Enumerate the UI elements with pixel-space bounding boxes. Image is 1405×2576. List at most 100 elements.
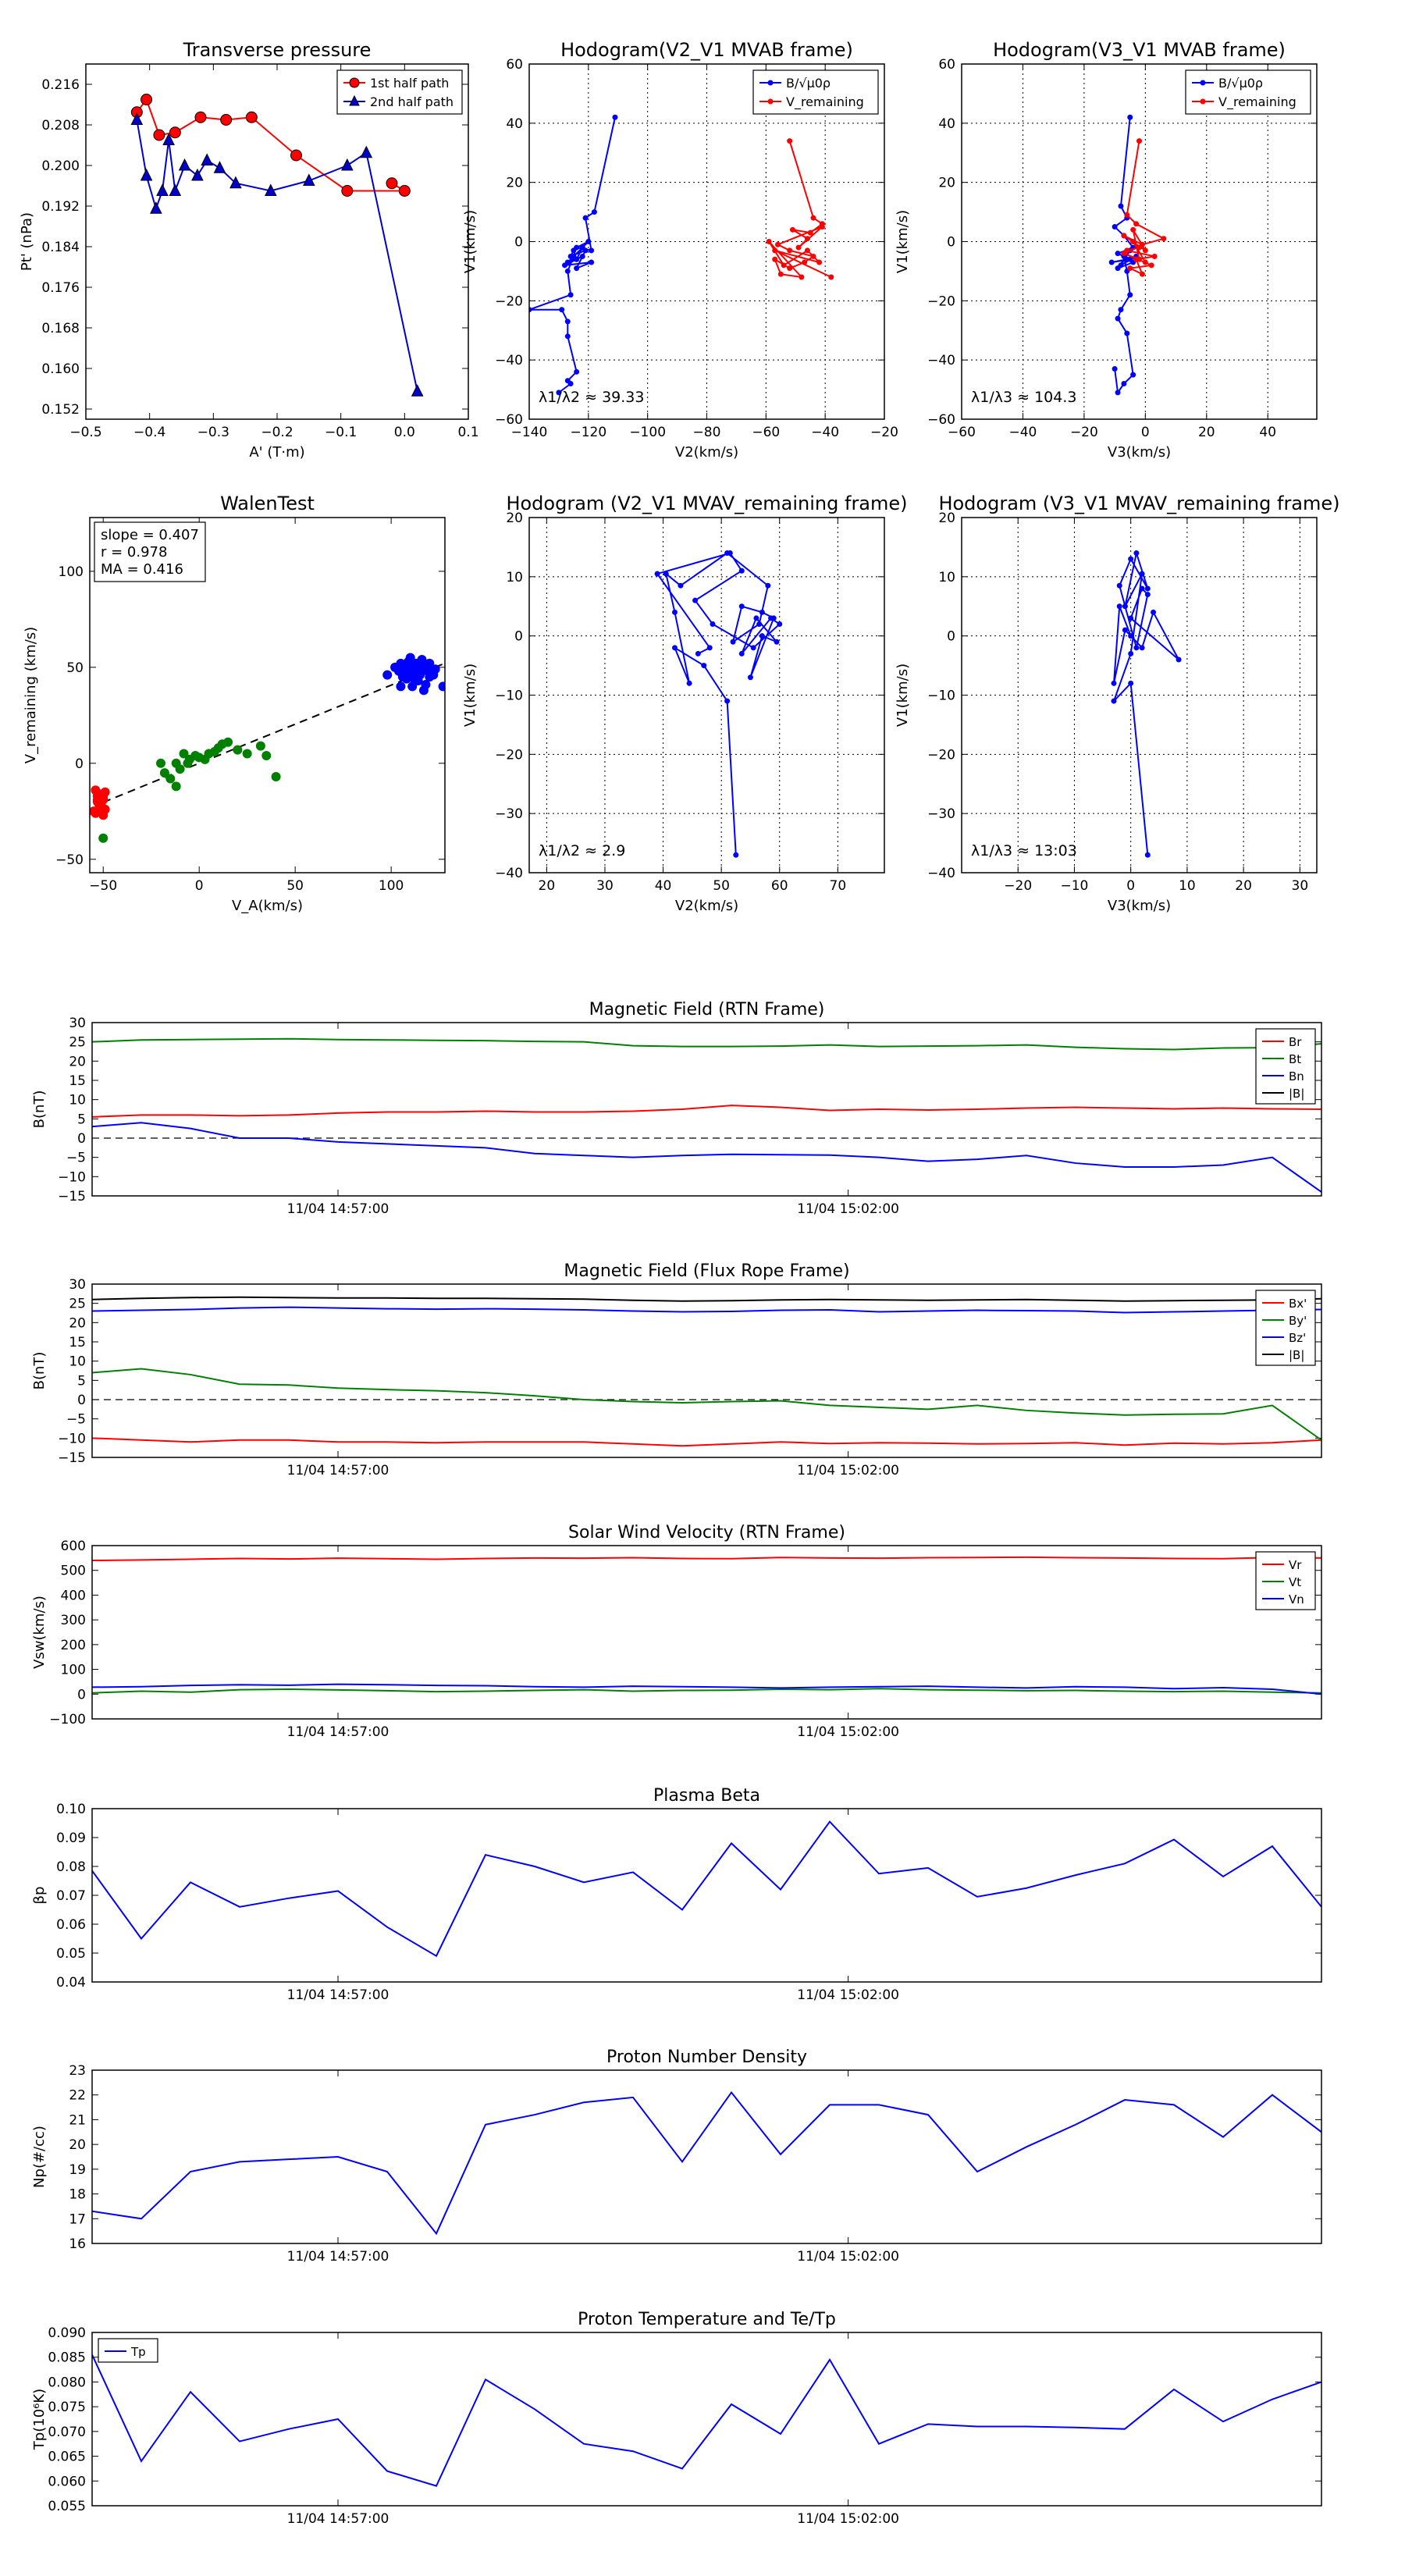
data-point bbox=[799, 274, 805, 280]
y-tick-label: 5 bbox=[77, 1112, 86, 1127]
y-tick-label: 0.090 bbox=[48, 2325, 86, 2341]
data-point bbox=[582, 215, 589, 221]
data-point bbox=[201, 153, 213, 165]
data-point bbox=[750, 645, 756, 651]
y-axis-label: V_remaining (km/s) bbox=[23, 627, 39, 763]
data-point bbox=[100, 787, 110, 797]
data-point bbox=[787, 138, 793, 144]
y-tick-label: 40 bbox=[506, 116, 523, 132]
data-point bbox=[1115, 390, 1121, 396]
plot-frame bbox=[91, 1545, 1322, 1720]
data-point bbox=[1151, 253, 1158, 259]
data-point bbox=[233, 745, 243, 755]
series-line-Br bbox=[92, 1105, 1321, 1118]
lambda-annotation: λ1/λ3 ≈ 13:03 bbox=[971, 842, 1077, 859]
data-point bbox=[1136, 244, 1142, 251]
y-tick-label: 500 bbox=[61, 1564, 86, 1579]
data-point bbox=[191, 168, 204, 181]
y-tick-label: 0 bbox=[77, 1393, 86, 1408]
x-tick-label: −0.4 bbox=[133, 425, 165, 440]
series-line-V_remaining bbox=[768, 141, 832, 279]
legend-label: Vt bbox=[1289, 1575, 1301, 1589]
legend-label: By' bbox=[1289, 1314, 1307, 1328]
y-tick-label: 0.200 bbox=[41, 158, 80, 174]
x-tick-label: 40 bbox=[1259, 425, 1276, 440]
legend-label: Vr bbox=[1289, 1558, 1302, 1572]
y-tick-label: 0 bbox=[77, 1687, 86, 1703]
x-tick-label: −0.5 bbox=[69, 425, 101, 440]
chart-title: Solar Wind Velocity (RTN Frame) bbox=[568, 1523, 845, 1542]
y-tick-label: 0.04 bbox=[56, 1975, 86, 1991]
y-tick-label: 0.08 bbox=[56, 1859, 86, 1875]
data-point bbox=[171, 781, 181, 792]
plot-frame bbox=[961, 63, 1318, 420]
y-tick-label: −40 bbox=[927, 866, 955, 881]
data-point bbox=[1176, 656, 1182, 663]
data-point bbox=[438, 681, 445, 692]
series-line-line bbox=[656, 552, 781, 856]
legend-box bbox=[752, 69, 879, 115]
x-tick-label: 11/04 15:02:00 bbox=[797, 1463, 899, 1478]
data-point bbox=[341, 158, 354, 171]
y-tick-label: −15 bbox=[58, 1450, 86, 1466]
data-point bbox=[816, 259, 823, 265]
chart-panel-4: Hodogram (V2_V1 MVAV_remaining frame)20 3… bbox=[462, 493, 908, 914]
data-point bbox=[303, 173, 315, 186]
y-tick-label: −10 bbox=[58, 1169, 86, 1185]
legend-box bbox=[1185, 69, 1311, 115]
data-point bbox=[271, 772, 281, 782]
data-point bbox=[724, 698, 731, 704]
data-point bbox=[341, 185, 354, 197]
data-point bbox=[396, 681, 406, 692]
y-tick-label: 0 bbox=[514, 629, 523, 645]
x-tick-label: −60 bbox=[948, 425, 976, 440]
y-tick-label: 0.055 bbox=[48, 2499, 86, 2514]
data-point bbox=[1127, 292, 1133, 298]
y-tick-label: 20 bbox=[69, 1054, 86, 1069]
data-point bbox=[574, 368, 580, 375]
stats-text: r = 0.978 bbox=[101, 544, 167, 560]
x-tick-label: 20 bbox=[1235, 878, 1252, 894]
data-point bbox=[1142, 259, 1148, 265]
data-point bbox=[1139, 645, 1145, 651]
data-point bbox=[1144, 852, 1151, 858]
legend-label: Bn bbox=[1289, 1069, 1304, 1083]
data-point bbox=[706, 645, 713, 651]
legend-label: B/√μ0ρ bbox=[786, 76, 831, 91]
data-point bbox=[413, 676, 423, 686]
x-axis-label: A' (T·m) bbox=[249, 444, 304, 461]
data-point bbox=[1116, 603, 1122, 610]
data-point bbox=[1139, 271, 1145, 277]
data-layer bbox=[1108, 114, 1167, 396]
x-tick-label: 11/04 14:57:00 bbox=[287, 1724, 389, 1740]
data-point bbox=[1108, 259, 1115, 265]
data-point bbox=[807, 229, 813, 236]
legend-label: Vn bbox=[1289, 1592, 1304, 1606]
y-axis-label: βp bbox=[31, 1887, 48, 1905]
plot-frame bbox=[91, 2069, 1322, 2244]
y-tick-label: 30 bbox=[69, 1277, 86, 1293]
data-point bbox=[229, 176, 242, 189]
y-tick-label: 20 bbox=[506, 176, 523, 191]
data-point bbox=[759, 633, 765, 639]
y-axis-label: V1(km/s) bbox=[895, 664, 911, 727]
x-tick-label: 11/04 15:02:00 bbox=[797, 2249, 899, 2265]
chart-title: Proton Number Density bbox=[606, 2048, 807, 2067]
y-tick-label: 18 bbox=[69, 2187, 86, 2203]
data-point bbox=[1130, 239, 1136, 244]
data-point bbox=[156, 183, 169, 196]
chart-title: Magnetic Field (Flux Rope Frame) bbox=[564, 1261, 849, 1281]
data-point bbox=[738, 603, 745, 610]
data-point bbox=[1136, 138, 1142, 144]
y-tick-label: 0.10 bbox=[56, 1802, 86, 1817]
data-point bbox=[175, 764, 185, 774]
x-axis-label: V3(km/s) bbox=[1108, 898, 1171, 914]
y-tick-label: 0.075 bbox=[48, 2400, 86, 2415]
data-point bbox=[766, 239, 772, 244]
y-tick-label: −50 bbox=[55, 852, 84, 868]
data-point bbox=[1115, 265, 1121, 272]
chart-title: Hodogram(V2_V1 MVAB frame) bbox=[560, 39, 853, 61]
data-point bbox=[417, 655, 427, 664]
data-point bbox=[150, 201, 162, 214]
